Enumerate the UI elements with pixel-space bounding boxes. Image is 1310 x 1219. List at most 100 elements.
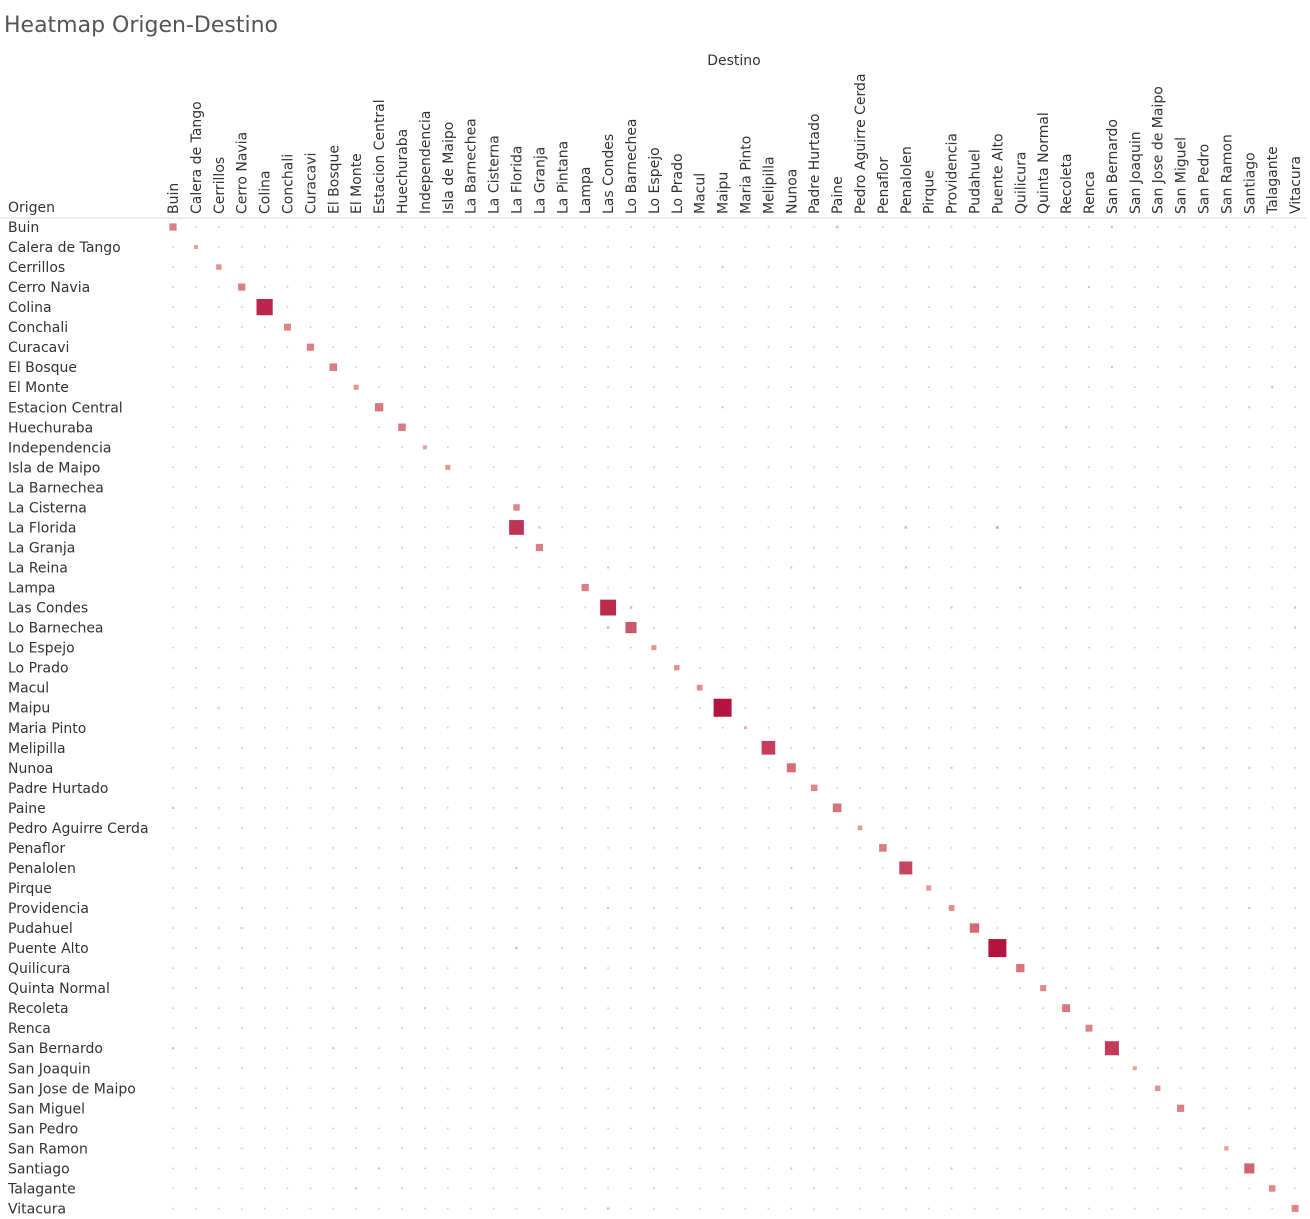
cell-dot bbox=[469, 606, 472, 609]
cell-dot bbox=[950, 346, 953, 348]
col-label-puente-alto: Puente Alto bbox=[990, 133, 1006, 214]
cell-dot bbox=[263, 746, 266, 749]
cell-dot bbox=[1294, 646, 1296, 649]
cell-dot bbox=[492, 1007, 495, 1009]
cell-dot bbox=[515, 226, 518, 228]
cell-dot bbox=[859, 887, 861, 889]
cell-dot bbox=[1156, 1067, 1159, 1070]
cell-dot bbox=[378, 426, 380, 429]
cell-dot bbox=[561, 867, 564, 869]
cell-dot bbox=[447, 606, 449, 609]
cell-dot bbox=[469, 406, 472, 409]
cell-dot bbox=[218, 386, 220, 389]
row-label-renca: Renca bbox=[8, 1021, 51, 1037]
cell-dot bbox=[538, 746, 541, 749]
cell-dot bbox=[424, 1047, 426, 1050]
cell-dot bbox=[447, 947, 449, 949]
cell-dot bbox=[744, 1187, 747, 1190]
cell-dot bbox=[1294, 566, 1296, 569]
cell-dot bbox=[263, 326, 266, 328]
cell-dot bbox=[836, 1067, 838, 1070]
cell-dot bbox=[1042, 246, 1044, 248]
cell-dot bbox=[469, 446, 472, 449]
cell-dot bbox=[630, 326, 632, 328]
cell-dot bbox=[905, 807, 907, 809]
cell-dot bbox=[1202, 606, 1205, 609]
cell-dot bbox=[469, 246, 472, 248]
cell-dot bbox=[1202, 506, 1205, 509]
cell-dot bbox=[515, 706, 518, 709]
cell-dot bbox=[424, 666, 426, 669]
cell-dot bbox=[1202, 827, 1205, 829]
cell-dot bbox=[1156, 426, 1159, 429]
cell-dot bbox=[1042, 767, 1044, 769]
cell-dot bbox=[584, 726, 586, 729]
cell-dot bbox=[1179, 1207, 1182, 1210]
cell-dot bbox=[1134, 386, 1136, 389]
cell-dot bbox=[240, 406, 243, 409]
cell-dot bbox=[1202, 987, 1205, 989]
cell-dot bbox=[378, 546, 380, 549]
cell-dot bbox=[1042, 706, 1044, 709]
cell-dot bbox=[1156, 1147, 1159, 1150]
cell-dot bbox=[859, 907, 861, 909]
cell-dot bbox=[790, 246, 793, 248]
cell-dot bbox=[492, 346, 495, 348]
cell-dot bbox=[538, 827, 541, 829]
cell-dot bbox=[447, 346, 449, 348]
cell-dot bbox=[561, 486, 564, 489]
cell-dot bbox=[721, 626, 724, 629]
col-label-maria-pinto: Maria Pinto bbox=[739, 136, 755, 214]
cell-dot bbox=[905, 787, 907, 789]
cell-dot bbox=[1042, 746, 1044, 749]
cell-dot bbox=[1156, 1207, 1159, 1210]
cell-dot bbox=[195, 426, 197, 429]
cell-dot bbox=[538, 406, 541, 409]
cell-dot bbox=[950, 366, 953, 369]
cell-dot bbox=[721, 827, 724, 829]
row-label-padre-hurtado: Padre Hurtado bbox=[8, 781, 108, 797]
cell-dot bbox=[1156, 286, 1159, 288]
cell-dot bbox=[492, 566, 495, 569]
cell-dot bbox=[332, 566, 335, 569]
cell-dot bbox=[172, 746, 174, 749]
cell-dot bbox=[882, 566, 884, 569]
cell-dot bbox=[1179, 426, 1182, 429]
cell-dot bbox=[401, 1067, 403, 1070]
cell-dot bbox=[744, 266, 747, 268]
cell-dot bbox=[744, 767, 747, 769]
cell-dot bbox=[172, 386, 174, 389]
cell-dot bbox=[1248, 827, 1251, 829]
cell-dot bbox=[1088, 466, 1090, 469]
cell-dot bbox=[1179, 666, 1182, 669]
cell-dot bbox=[1271, 726, 1273, 729]
cell-dot bbox=[309, 1127, 312, 1130]
cell-dot bbox=[790, 586, 793, 589]
cell-dot bbox=[882, 266, 884, 268]
cell-dot bbox=[1225, 1207, 1228, 1210]
cell-dot bbox=[515, 967, 518, 969]
cell-dot bbox=[927, 746, 930, 749]
cell-dot bbox=[859, 1167, 861, 1170]
cell-dot bbox=[927, 606, 930, 609]
cell-dot bbox=[1179, 1147, 1182, 1150]
cell-dot bbox=[905, 827, 907, 829]
cell-dot bbox=[1042, 887, 1044, 889]
cell-dot bbox=[744, 646, 747, 649]
cell-dot bbox=[1225, 787, 1228, 789]
cell-dot bbox=[1248, 947, 1251, 949]
cell-dot bbox=[263, 466, 266, 469]
cell-dot bbox=[1111, 1107, 1113, 1110]
cell-dot bbox=[401, 686, 403, 689]
cell-dot bbox=[607, 1107, 609, 1110]
cell-dot bbox=[996, 406, 999, 409]
cell-dot bbox=[676, 426, 678, 429]
cell-dot bbox=[1202, 546, 1205, 549]
cell-dot bbox=[1156, 706, 1159, 709]
cell-dot bbox=[1271, 1107, 1273, 1110]
cell-dot bbox=[996, 1067, 999, 1070]
cell-dot bbox=[1179, 1187, 1182, 1190]
row-label-maria-pinto: Maria Pinto bbox=[8, 721, 86, 737]
cell-dot bbox=[1134, 446, 1136, 449]
